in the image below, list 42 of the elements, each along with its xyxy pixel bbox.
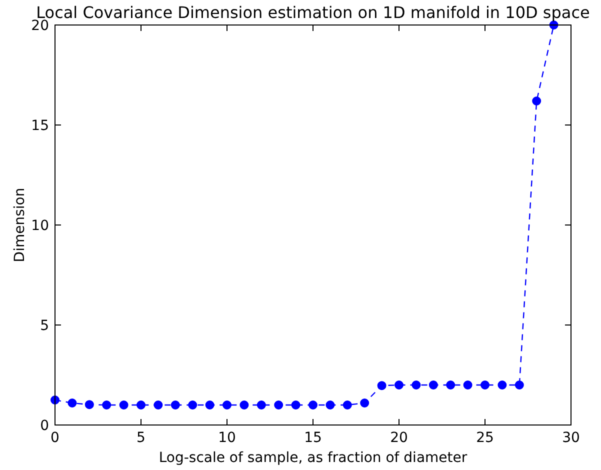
point <box>412 380 421 390</box>
point <box>428 380 438 390</box>
x-tick-label: 15 <box>304 430 322 446</box>
x-axis-title: Log-scale of sample, as fraction of diameter <box>158 450 468 466</box>
x-tick-label: 30 <box>562 430 580 446</box>
point <box>222 400 232 410</box>
y-tick-label: 0 <box>40 418 49 434</box>
point <box>326 400 335 410</box>
y-tick-label: 20 <box>31 18 49 34</box>
point <box>532 96 542 106</box>
point <box>498 380 507 390</box>
point <box>84 400 94 410</box>
point <box>256 400 266 410</box>
point <box>119 400 128 410</box>
point <box>188 400 198 410</box>
x-tick-label: 0 <box>50 430 60 446</box>
y-tick-label: 15 <box>31 118 49 134</box>
point <box>154 400 163 410</box>
x-tick-label: 5 <box>136 430 146 446</box>
point <box>463 380 472 390</box>
point <box>102 400 112 410</box>
x-tick-label: 25 <box>476 430 494 446</box>
y-axis-title: Dimension <box>12 188 28 262</box>
point <box>480 380 490 390</box>
point <box>360 398 370 408</box>
point <box>205 400 214 410</box>
x-tick-label: 10 <box>218 430 236 446</box>
point <box>394 380 404 390</box>
point <box>308 400 318 410</box>
y-tick-label: 10 <box>31 218 49 234</box>
point <box>170 400 180 410</box>
point <box>136 400 146 410</box>
point <box>342 400 352 410</box>
x-tick-label: 20 <box>390 430 408 446</box>
point <box>377 381 386 390</box>
point <box>68 398 77 408</box>
y-tick-label: 5 <box>40 318 49 334</box>
point <box>240 400 249 410</box>
point <box>274 400 284 410</box>
point <box>446 380 456 390</box>
point <box>291 400 300 410</box>
point <box>514 380 524 390</box>
